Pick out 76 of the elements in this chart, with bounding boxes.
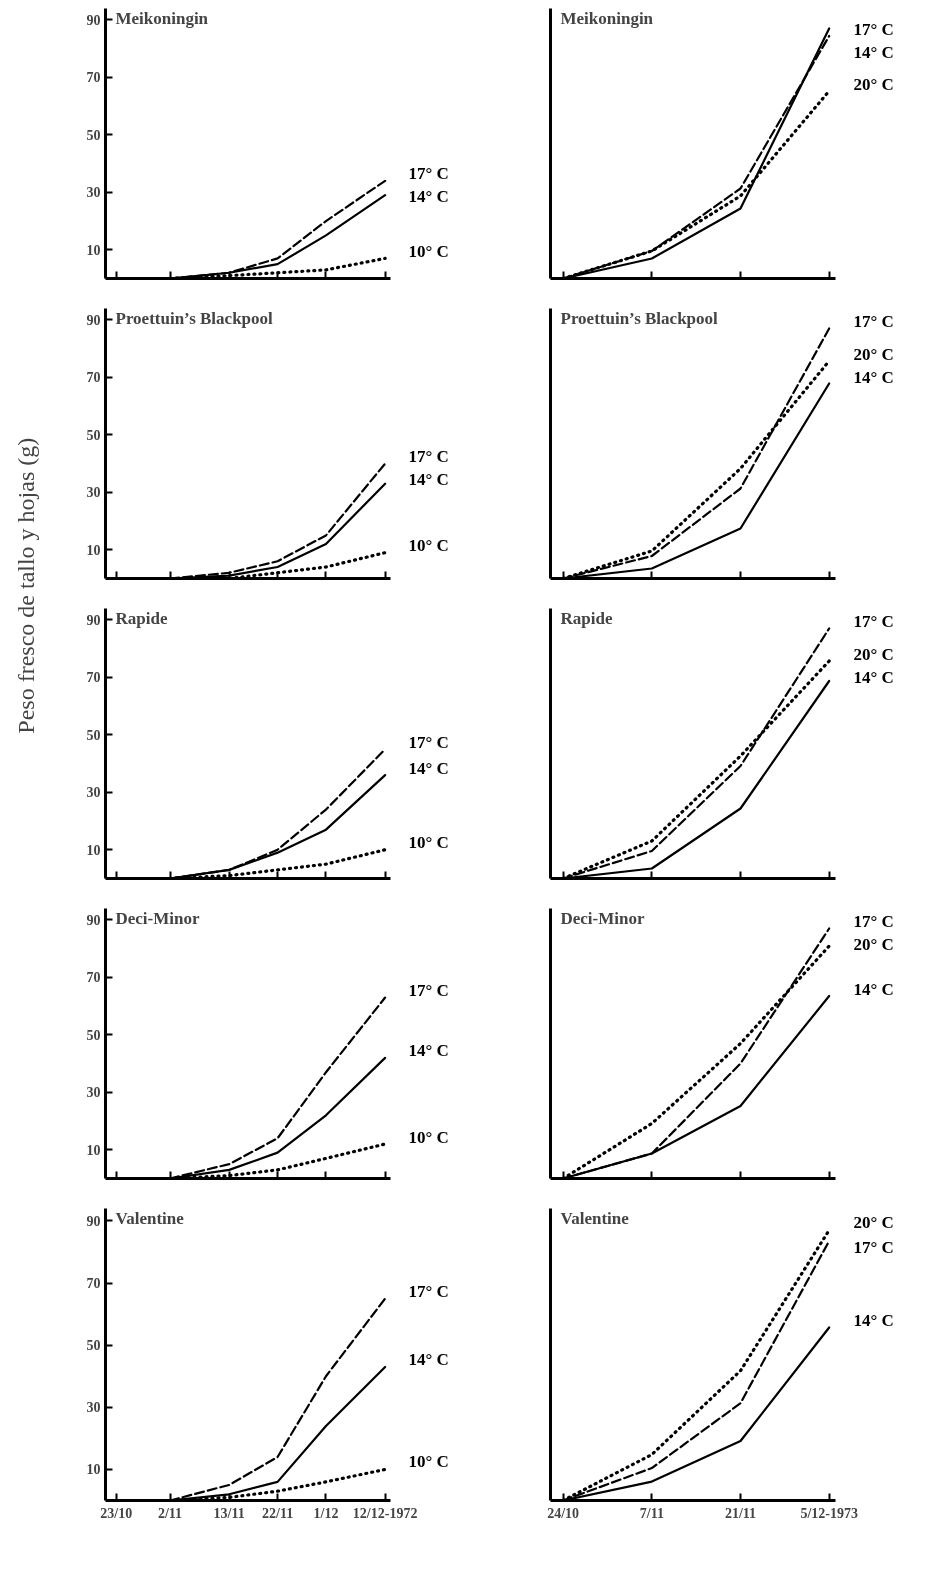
series-label: 17° C xyxy=(408,447,449,467)
series-label: 17° C xyxy=(853,19,894,39)
series-label: 17° C xyxy=(853,612,894,632)
y-tick-label: 90 xyxy=(86,612,101,628)
series-label: 10° C xyxy=(408,833,449,853)
series-label: 17° C xyxy=(853,1238,894,1257)
series-label: 17° C xyxy=(408,981,449,1001)
series-label: 17° C xyxy=(408,164,449,184)
x-tick-label: 24/10 xyxy=(547,1505,580,1521)
series-label: 17° C xyxy=(853,912,894,932)
series-label: 20° C xyxy=(853,644,894,664)
series-label: 20° C xyxy=(853,344,894,364)
series-label: 14° C xyxy=(853,1310,894,1330)
x-tick-label: 21/11 xyxy=(724,1505,757,1521)
y-tick-label: 50 xyxy=(86,127,101,143)
x-tick-label: 7/11 xyxy=(639,1505,664,1521)
y-tick-label: 70 xyxy=(86,370,101,386)
y-tick-label: 10 xyxy=(86,842,101,858)
y-tick-label: 10 xyxy=(86,1142,101,1158)
series-label: 20° C xyxy=(853,74,894,94)
chart-title: Meikoningin xyxy=(115,8,209,28)
y-tick-label: 50 xyxy=(86,727,101,743)
series-label: 14° C xyxy=(408,1041,449,1061)
y-axis-title: Peso fresco de tallo y hojas (g) xyxy=(12,437,39,734)
series-label: 10° C xyxy=(408,1127,449,1147)
y-tick-label: 10 xyxy=(86,242,101,258)
x-tick-label: 12/12-1972 xyxy=(352,1505,418,1521)
chart-title: Proettuin’s Blackpool xyxy=(115,308,274,328)
chart-title: Valentine xyxy=(115,1208,185,1228)
y-tick-label: 50 xyxy=(86,427,101,443)
series-label: 17° C xyxy=(408,1281,449,1301)
y-tick-label: 30 xyxy=(86,485,101,501)
y-tick-label: 90 xyxy=(86,1213,101,1229)
chart-title: Meikoningin xyxy=(560,8,654,28)
series-label: 20° C xyxy=(853,935,894,955)
y-tick-label: 10 xyxy=(86,1462,101,1478)
chart-title: Deci-Minor xyxy=(560,908,645,928)
x-tick-label: 13/11 xyxy=(213,1505,245,1521)
chart-title: Valentine xyxy=(560,1208,630,1228)
y-tick-label: 70 xyxy=(86,970,101,986)
y-tick-label: 70 xyxy=(86,670,101,686)
chart-title: Deci-Minor xyxy=(115,908,200,928)
x-tick-label: 23/10 xyxy=(100,1505,133,1521)
y-tick-label: 90 xyxy=(86,912,101,928)
y-tick-label: 50 xyxy=(86,1027,101,1043)
series-label: 14° C xyxy=(853,979,894,999)
y-tick-label: 30 xyxy=(86,1085,101,1101)
series-label: 10° C xyxy=(408,242,449,262)
series-label: 10° C xyxy=(408,536,449,556)
x-tick-label: 5/12-1973 xyxy=(800,1505,858,1521)
series-label: 14° C xyxy=(853,367,894,387)
series-label: 17° C xyxy=(853,312,894,332)
y-tick-label: 30 xyxy=(86,785,101,801)
series-label: 14° C xyxy=(853,667,894,687)
series-label: 17° C xyxy=(408,732,449,752)
series-label: 14° C xyxy=(408,1349,449,1369)
y-tick-label: 10 xyxy=(86,542,101,558)
chart-title: Rapide xyxy=(115,608,168,628)
x-tick-label: 1/12 xyxy=(313,1505,339,1521)
x-tick-label: 22/11 xyxy=(262,1505,294,1521)
y-tick-label: 50 xyxy=(86,1338,101,1354)
x-tick-label: 2/11 xyxy=(157,1505,183,1521)
series-label: 14° C xyxy=(408,470,449,490)
series-label: 20° C xyxy=(853,1213,894,1233)
y-tick-label: 30 xyxy=(86,1400,101,1416)
chart-title: Proettuin’s Blackpool xyxy=(560,308,719,328)
series-label: 14° C xyxy=(408,187,449,207)
series-label: 14° C xyxy=(853,42,894,62)
series-label: 10° C xyxy=(408,1452,449,1472)
y-tick-label: 90 xyxy=(86,12,101,28)
y-tick-label: 90 xyxy=(86,312,101,328)
series-label: 14° C xyxy=(408,758,449,778)
chart-title: Rapide xyxy=(560,608,613,628)
y-tick-label: 70 xyxy=(86,70,101,86)
y-tick-label: 30 xyxy=(86,185,101,201)
y-tick-label: 70 xyxy=(86,1276,101,1292)
